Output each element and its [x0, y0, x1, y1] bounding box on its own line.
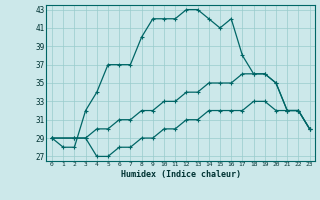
X-axis label: Humidex (Indice chaleur): Humidex (Indice chaleur)	[121, 170, 241, 179]
